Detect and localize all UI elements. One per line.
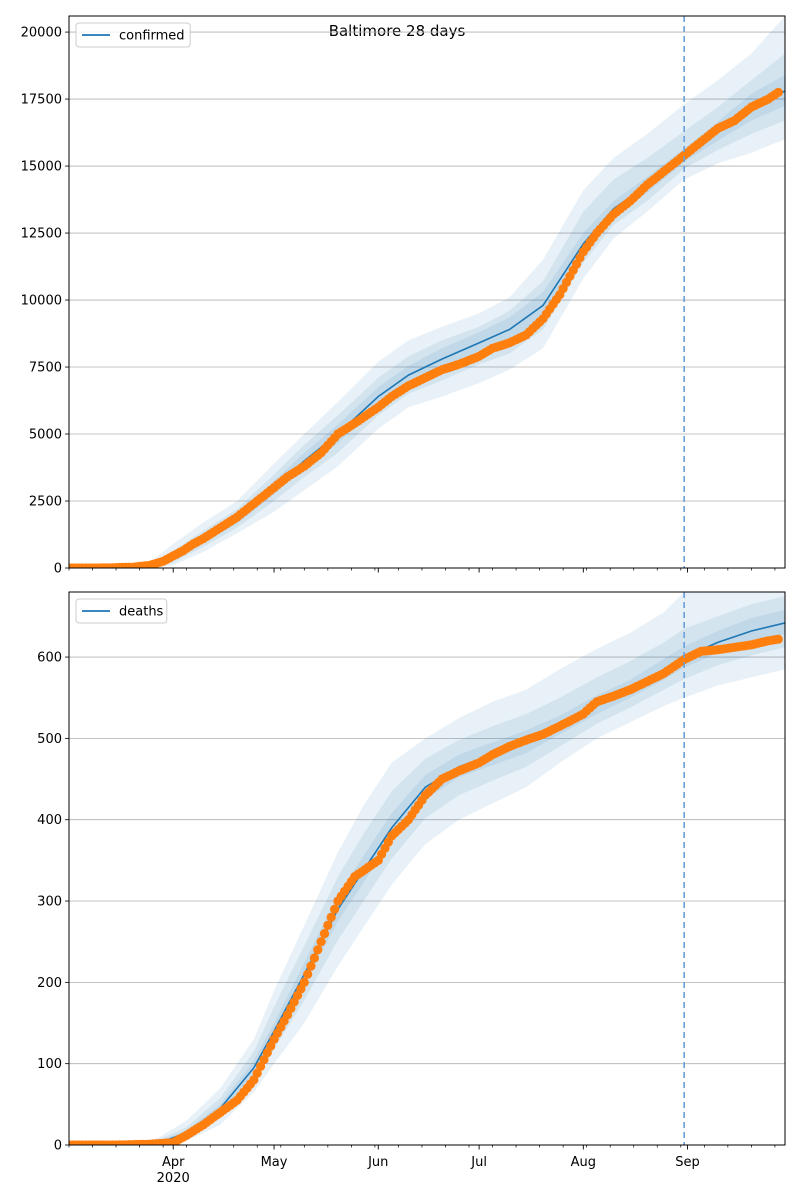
deaths-panel: 0 100 200 300 400 500 600 deaths (37, 591, 786, 1154)
chart-title: Baltimore 28 days (329, 22, 466, 40)
observed-point (773, 87, 783, 97)
x-month-label: Sep (675, 1155, 700, 1170)
x-month-label: May (261, 1155, 288, 1170)
observed-point (323, 920, 333, 931)
y-tick-label: 17500 (21, 93, 62, 108)
plot-content (69, 16, 785, 568)
y-tick-label: 0 (54, 562, 62, 577)
observed-point (773, 634, 783, 644)
observed-point (309, 953, 319, 963)
observed-point (299, 977, 309, 988)
y-tick-label: 7500 (29, 361, 62, 376)
y-tick-label: 15000 (21, 160, 62, 175)
plot-content (69, 592, 785, 1145)
y-tick-label: 0 (54, 1139, 62, 1154)
y-tick-label: 400 (37, 813, 62, 828)
uncertainty-band (69, 592, 785, 1145)
y-tick-label: 500 (37, 732, 62, 747)
x-year-label: 2020 (157, 1171, 190, 1186)
observed-point (326, 912, 336, 922)
y-tick-label: 12500 (21, 227, 62, 242)
y-tick-label: 10000 (21, 294, 62, 309)
legend-label: confirmed (119, 29, 185, 44)
legend-label: deaths (119, 605, 164, 620)
axes-frame (68, 591, 786, 1146)
observed-point (316, 937, 326, 947)
y-tick-label: 200 (37, 976, 62, 991)
observed-point (303, 969, 313, 979)
observed-point (306, 961, 316, 971)
y-tick-label: 100 (37, 1057, 62, 1072)
observed-point (252, 1068, 262, 1078)
x-month-label: Apr (162, 1155, 185, 1170)
observed-point (330, 904, 340, 914)
axes-frame (68, 15, 786, 569)
observed-point (319, 929, 330, 939)
y-tick-label: 300 (37, 895, 62, 910)
legend: deaths (75, 598, 168, 624)
y-tick-label: 600 (37, 651, 62, 666)
legend-box (75, 598, 168, 624)
y-tick-label: 20000 (21, 26, 62, 41)
y-tick-label: 5000 (29, 428, 62, 443)
x-month-label: Jun (367, 1155, 388, 1170)
x-month-label: Jul (470, 1155, 487, 1170)
observed-point (259, 1055, 269, 1065)
observed-point (313, 945, 323, 955)
x-month-label: Aug (571, 1155, 596, 1170)
confirmed-panel: 0 2500 5000 7500 10000 12500 15000 17500 20000 co… (21, 15, 786, 577)
legend-box (75, 22, 191, 48)
observed-point (256, 1061, 266, 1071)
y-tick-label: 2500 (29, 495, 62, 510)
legend: confirmed (75, 22, 191, 48)
observed-point (266, 1041, 276, 1051)
